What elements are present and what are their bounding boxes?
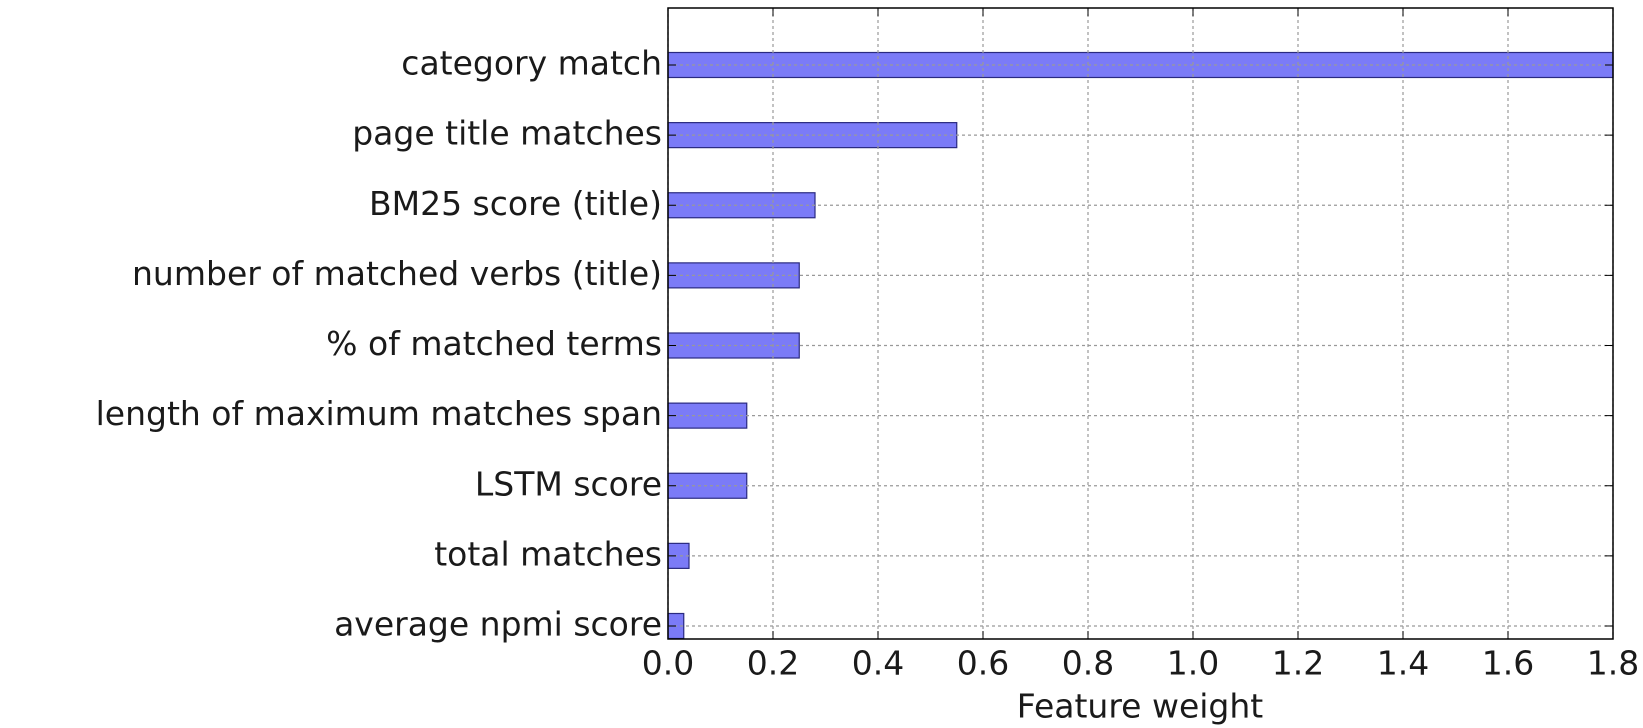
x-tick-label: 1.4 xyxy=(1377,644,1429,683)
plot-frame xyxy=(667,7,1614,640)
x-tick-label: 1.8 xyxy=(1587,644,1639,683)
y-tick-label: BM25 score (title) xyxy=(369,184,662,223)
y-tick-label: LSTM score xyxy=(475,464,662,503)
x-tick-label: 0.6 xyxy=(957,644,1009,683)
y-tick-label: average npmi score xyxy=(334,605,662,644)
x-tick-label: 1.6 xyxy=(1482,644,1534,683)
x-axis-label: Feature weight xyxy=(1017,687,1264,726)
y-tick-label: length of maximum matches span xyxy=(96,394,662,433)
x-tick-label: 0.8 xyxy=(1062,644,1114,683)
y-tick-label: category match xyxy=(401,44,662,83)
y-tick-label: % of matched terms xyxy=(326,324,662,363)
x-tick-label: 0.0 xyxy=(642,644,694,683)
bar xyxy=(667,51,1614,79)
y-tick-label: page title matches xyxy=(352,114,662,153)
x-tick-label: 1.0 xyxy=(1167,644,1219,683)
y-tick-label: number of matched verbs (title) xyxy=(132,254,662,293)
x-tick-label: 0.4 xyxy=(852,644,904,683)
x-tick-label: 0.2 xyxy=(747,644,799,683)
x-tick-label: 1.2 xyxy=(1272,644,1324,683)
y-tick-label: total matches xyxy=(434,534,662,573)
